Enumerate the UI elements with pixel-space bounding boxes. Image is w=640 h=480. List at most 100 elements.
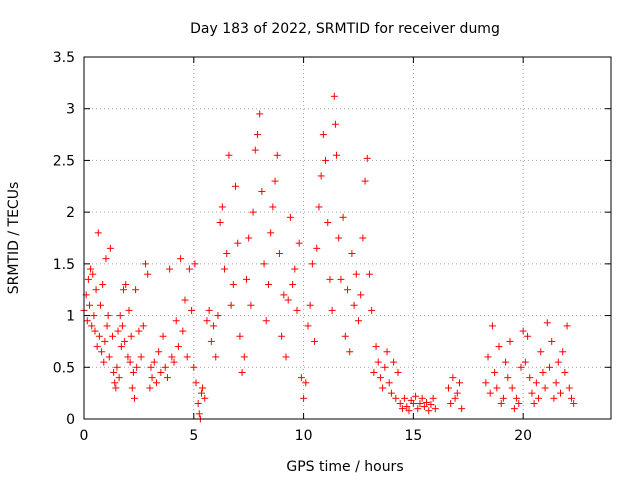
data-point [333,151,341,159]
data-point [543,319,551,327]
data-point [110,368,118,376]
data-point [559,348,567,356]
data-point [92,286,100,294]
data-point [337,275,345,283]
data-point [166,265,174,273]
data-point [392,394,400,402]
data-point [354,317,362,325]
data-point [370,368,378,376]
data-point [313,244,321,252]
data-point [120,286,128,294]
data-point [335,234,343,242]
data-point [105,353,113,361]
data-point [159,332,167,340]
y-tick-label: 0 [66,412,75,428]
data-point [445,384,453,392]
data-point [515,399,523,407]
y-tick-label: 2.5 [53,153,75,169]
data-point [363,154,371,162]
data-point [278,332,286,340]
data-point [291,265,299,273]
data-point [88,322,96,330]
data-point [131,394,139,402]
x-tick-label: 15 [404,428,422,444]
data-point [385,379,393,387]
x-tick-label: 10 [295,428,313,444]
data-point [390,358,398,366]
data-point [161,363,169,371]
data-point [152,379,160,387]
data-point [403,403,411,411]
x-axis-label: GPS time / hours [286,459,403,475]
plot-frame [83,56,612,420]
data-point [315,203,323,211]
data-point [225,151,233,159]
data-point [295,239,303,247]
y-tick-label: 1.5 [53,257,75,273]
data-point [425,407,433,415]
data-point [495,343,503,351]
data-point [379,384,387,392]
data-point [238,368,246,376]
data-point [253,131,261,139]
data-point [95,332,103,340]
data-point [423,398,431,406]
data-point [114,327,122,335]
data-point [447,399,455,407]
data-point [236,332,244,340]
data-point [488,322,496,330]
data-point [535,394,543,402]
data-point [98,348,106,356]
data-point [293,306,301,314]
data-point [561,368,569,376]
data-point [519,327,527,335]
x-tick-label: 0 [80,428,89,444]
data-point [118,322,126,330]
data-point [99,281,107,289]
y-tick-label: 2 [66,205,75,221]
data-point [521,358,529,366]
data-point [416,399,424,407]
data-point [102,255,110,263]
data-point [207,337,215,345]
data-point [234,239,242,247]
data-point [387,389,395,397]
data-point [280,291,288,299]
data-point [412,392,420,400]
x-tick-label: 20 [514,428,532,444]
data-point [112,384,120,392]
data-point [546,363,554,371]
data-point [451,394,459,402]
data-point [350,301,358,309]
data-point [106,244,114,252]
data-point [87,265,95,273]
x-tick-label: 5 [189,428,198,444]
data-point [339,213,347,221]
data-point [550,394,558,402]
chart-title: Day 183 of 2022, SRMTID for receiver dum… [190,21,500,37]
data-point [121,337,129,345]
data-point [361,177,369,185]
data-point [251,146,259,154]
data-point [284,296,292,304]
data-point [240,353,248,361]
data-point [199,384,207,392]
data-point [513,394,521,402]
data-point [409,399,417,407]
data-point [94,229,102,237]
data-point [282,353,290,361]
data-point [563,322,571,330]
data-point [398,405,406,413]
data-point [317,172,325,180]
data-point [157,368,165,376]
data-point [359,234,367,242]
data-point [401,394,409,402]
data-point [188,306,196,314]
data-point [383,348,391,356]
data-point [528,389,536,397]
y-tick-label: 1 [66,309,75,325]
data-point [308,260,316,268]
data-point [502,358,510,366]
data-point [331,120,339,128]
